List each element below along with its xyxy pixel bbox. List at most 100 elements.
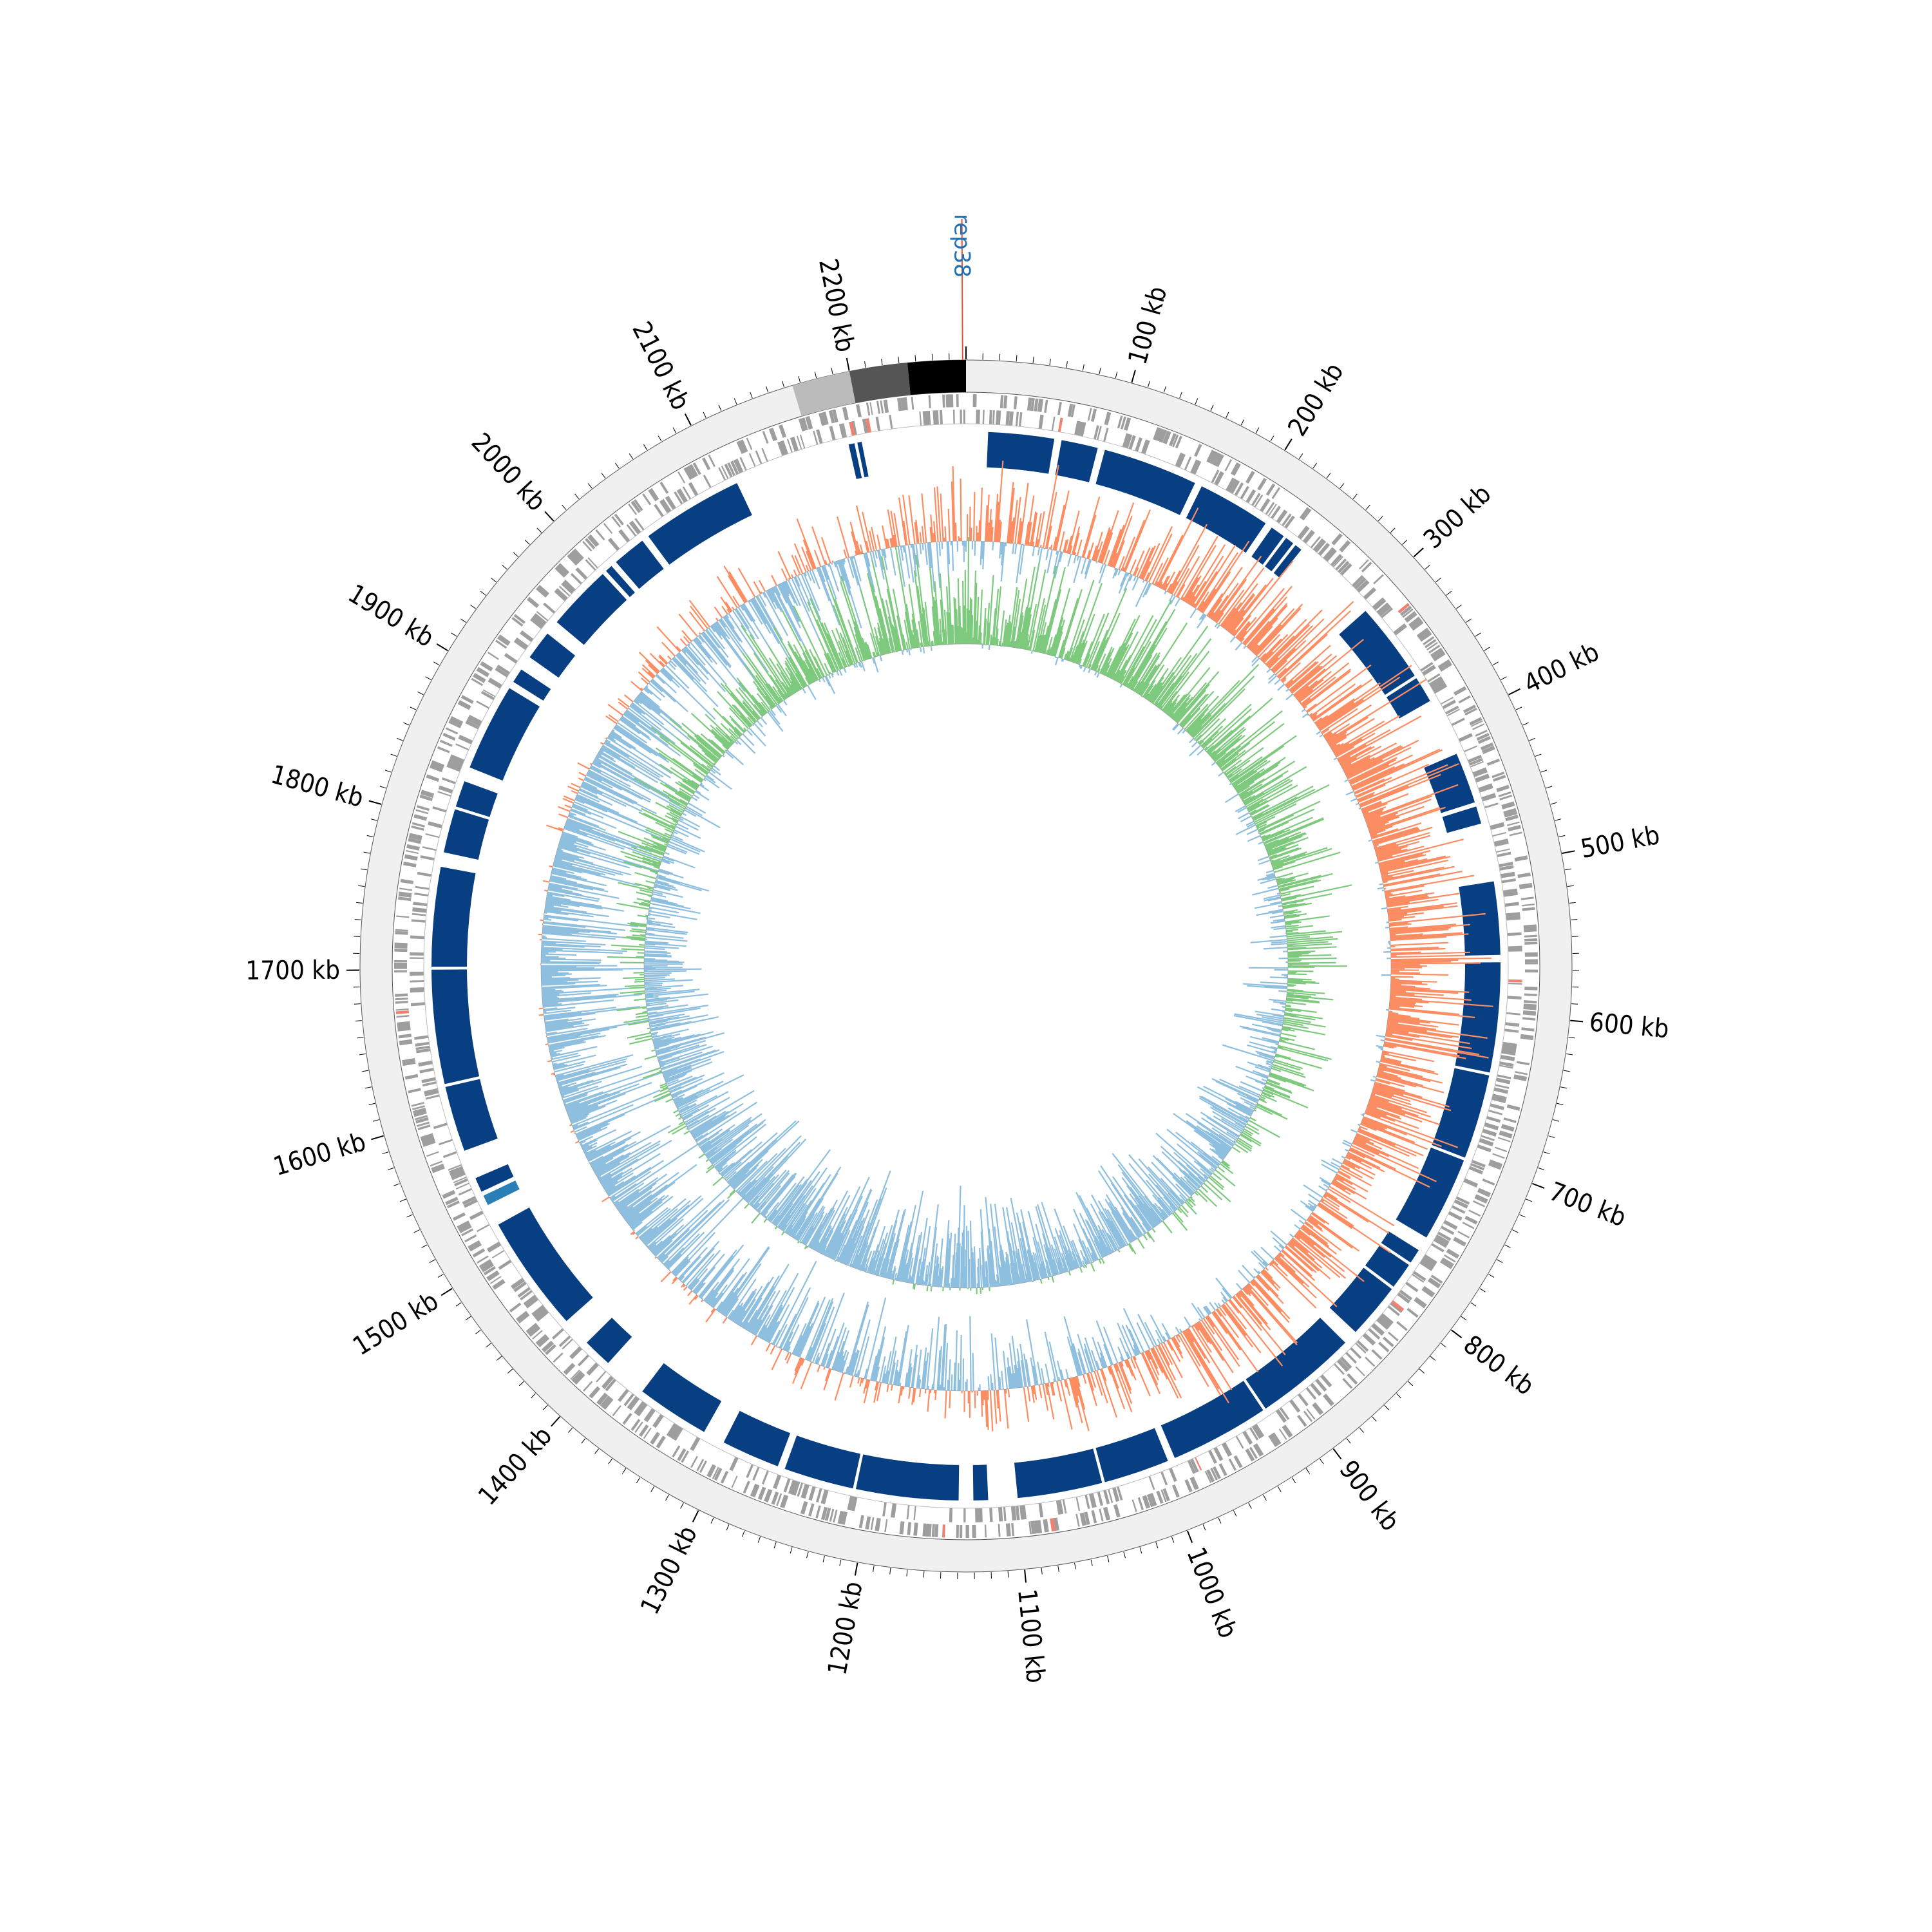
gene-feature	[672, 1445, 680, 1457]
major-tick	[545, 511, 554, 521]
gene-feature	[762, 431, 769, 444]
gene-feature	[761, 448, 768, 462]
minor-tick	[356, 902, 363, 903]
gene-feature	[1371, 1349, 1382, 1359]
gene-feature	[869, 402, 873, 415]
gene-feature	[554, 589, 567, 601]
minor-tick	[1016, 355, 1017, 361]
gene-feature	[1501, 872, 1515, 878]
minor-tick	[1041, 1568, 1042, 1575]
gene-feature	[432, 806, 446, 813]
gene-feature	[677, 471, 685, 483]
gene-feature	[1000, 395, 1004, 408]
gene-feature	[1219, 1463, 1227, 1476]
gene-feature	[410, 952, 424, 956]
gene-feature	[631, 1419, 641, 1431]
minor-tick	[1471, 1303, 1476, 1307]
region-block-24	[856, 1454, 959, 1501]
minor-tick	[915, 355, 916, 361]
minor-tick	[1347, 1439, 1350, 1444]
gene-feature	[395, 931, 408, 935]
gene-feature	[1169, 1468, 1177, 1482]
gene-feature	[884, 400, 889, 413]
minor-tick	[367, 835, 374, 837]
minor-tick	[1140, 1547, 1142, 1553]
gene-feature	[708, 455, 715, 467]
minor-tick	[421, 1245, 427, 1248]
gene-feature	[1339, 540, 1350, 553]
minor-tick	[480, 591, 486, 595]
minor-tick	[766, 386, 768, 392]
gene-feature	[405, 1074, 419, 1080]
gene-feature	[437, 746, 450, 753]
gene-feature	[808, 1503, 815, 1516]
minor-tick	[575, 494, 579, 499]
gene-feature	[1231, 462, 1241, 476]
gene-feature	[425, 833, 439, 838]
minor-tick	[1505, 1245, 1511, 1248]
minor-tick	[383, 1152, 389, 1154]
gene-feature	[919, 412, 922, 426]
gene-feature	[406, 850, 419, 854]
gene-feature	[1499, 1130, 1513, 1138]
minor-tick	[531, 1394, 536, 1398]
minor-tick	[1292, 1477, 1295, 1482]
gene-feature	[442, 733, 455, 741]
gene-feature	[956, 1525, 959, 1538]
gene-feature	[1496, 785, 1510, 793]
minor-tick	[1519, 1215, 1525, 1217]
gene-feature	[396, 1010, 409, 1014]
gene-feature	[769, 428, 777, 441]
gene-feature	[586, 1363, 599, 1376]
gene-feature	[1488, 1110, 1502, 1115]
gene-feature	[989, 410, 992, 424]
gene-feature	[1266, 484, 1276, 496]
minor-tick	[1278, 1486, 1281, 1492]
minor-tick	[1403, 540, 1407, 545]
minor-tick	[397, 738, 402, 741]
gene-feature	[1504, 1028, 1519, 1032]
gene-feature	[1482, 1179, 1495, 1186]
minor-tick	[1475, 633, 1481, 636]
gene-feature	[1245, 471, 1255, 484]
gene-feature	[1525, 970, 1538, 973]
gene-feature	[458, 735, 473, 744]
minor-tick	[354, 1004, 361, 1005]
gene-feature	[1089, 1493, 1097, 1508]
gene-feature	[1497, 852, 1511, 857]
gene-feature	[652, 1414, 664, 1428]
minor-tick	[865, 361, 866, 368]
gene-feature	[596, 1371, 606, 1383]
minor-tick	[1480, 1289, 1485, 1292]
tick-label: 200 kb	[1282, 358, 1349, 441]
gene-feature	[972, 1525, 976, 1538]
gene-feature	[1510, 831, 1522, 836]
major-tick	[1452, 1330, 1462, 1338]
gene-feature	[527, 597, 539, 609]
gene-feature	[1502, 878, 1516, 883]
minor-tick	[407, 1215, 413, 1217]
gene-feature	[498, 1260, 512, 1270]
tick-label: 500 kb	[1578, 820, 1662, 864]
gene-feature	[882, 1502, 887, 1516]
gene-feature	[1405, 1282, 1418, 1292]
major-tick	[1333, 1449, 1341, 1459]
minor-tick	[1075, 1563, 1076, 1569]
gene-feature	[1477, 1144, 1491, 1152]
minor-tick	[380, 786, 386, 788]
minor-tick	[1099, 368, 1101, 374]
minor-tick	[1033, 357, 1034, 363]
major-tick	[1132, 370, 1135, 383]
minor-tick	[1313, 463, 1317, 468]
tick-label: 1700 kb	[245, 956, 340, 986]
gene-feature	[1257, 478, 1267, 491]
gene-feature	[1524, 935, 1537, 938]
minor-tick	[1256, 428, 1259, 433]
gene-feature	[1517, 873, 1531, 878]
gene-feature	[399, 1034, 412, 1038]
minor-tick	[1385, 1405, 1389, 1410]
region-block-36	[469, 688, 540, 781]
gene-feature	[1058, 418, 1063, 432]
minor-tick	[1148, 381, 1150, 388]
